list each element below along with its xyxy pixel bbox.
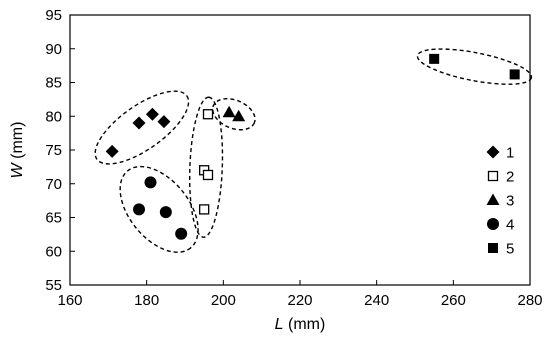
data-point-series-5 xyxy=(509,69,520,80)
y-axis-var: W xyxy=(9,161,26,178)
legend-marker-4 xyxy=(487,218,499,230)
data-point-series-3 xyxy=(232,109,246,122)
data-point-series-1 xyxy=(132,116,146,130)
y-tick-label: 90 xyxy=(45,41,62,58)
cluster-ellipse-1 xyxy=(94,90,190,165)
y-tick-label: 85 xyxy=(45,75,62,92)
x-tick-label: 240 xyxy=(364,292,389,309)
legend-marker-2 xyxy=(487,170,499,182)
plot-frame xyxy=(69,14,531,286)
data-point-series-2 xyxy=(199,204,210,215)
legend-label-3: 3 xyxy=(506,193,514,210)
axis-ticks: 160 180 200 220 240 260 280 55 60 65 70 75 80 85 90 95 xyxy=(45,7,542,309)
y-tick-label: 55 xyxy=(45,277,62,294)
x-axis-var: L xyxy=(275,316,284,333)
legend-marker-5 xyxy=(488,243,498,253)
y-axis-label: W (mm) xyxy=(9,122,26,179)
data-point-series-4 xyxy=(175,227,188,240)
x-tick-label: 200 xyxy=(211,292,236,309)
data-point-series-4 xyxy=(144,176,157,189)
x-tick-label: 220 xyxy=(287,292,312,309)
legend-label-2: 2 xyxy=(506,169,514,186)
data-point-series-1 xyxy=(105,144,119,158)
x-tick-label: 260 xyxy=(441,292,466,309)
legend-label-1: 1 xyxy=(506,145,514,162)
x-axis-unit: (mm) xyxy=(284,316,326,333)
y-axis-unit: (mm) xyxy=(9,122,26,164)
y-tick-label: 70 xyxy=(45,176,62,193)
data-point-series-1 xyxy=(145,107,159,121)
data-point-series-4 xyxy=(159,206,172,219)
legend-marker-1 xyxy=(486,145,500,159)
data-point-series-4 xyxy=(133,203,145,216)
cluster-ellipse-4 xyxy=(119,165,199,253)
cluster-outlines xyxy=(94,48,533,253)
data-point-series-3 xyxy=(222,105,236,118)
legend-marker-3 xyxy=(486,193,500,205)
legend-label-4: 4 xyxy=(506,217,514,234)
y-tick-label: 75 xyxy=(45,142,62,159)
legend: 1 2 3 4 5 xyxy=(486,145,514,258)
data-point-series-1 xyxy=(157,115,171,129)
cluster-ellipse-5 xyxy=(416,48,533,85)
x-tick-label: 160 xyxy=(57,292,82,309)
cluster-ellipse-3 xyxy=(212,98,256,131)
x-axis-label: L (mm) xyxy=(275,316,326,333)
data-point-series-2 xyxy=(202,169,214,181)
x-tick-label: 180 xyxy=(134,292,159,309)
y-tick-label: 80 xyxy=(45,108,62,125)
y-tick-label: 95 xyxy=(45,7,62,24)
y-tick-label: 60 xyxy=(45,243,62,260)
data-point-series-2 xyxy=(202,109,214,120)
y-tick-label: 65 xyxy=(45,210,62,227)
data-point-series-5 xyxy=(429,53,440,64)
data-points xyxy=(105,53,520,240)
cluster-ellipse-2 xyxy=(188,96,224,238)
legend-label-5: 5 xyxy=(506,241,514,258)
x-tick-label: 280 xyxy=(517,292,542,309)
